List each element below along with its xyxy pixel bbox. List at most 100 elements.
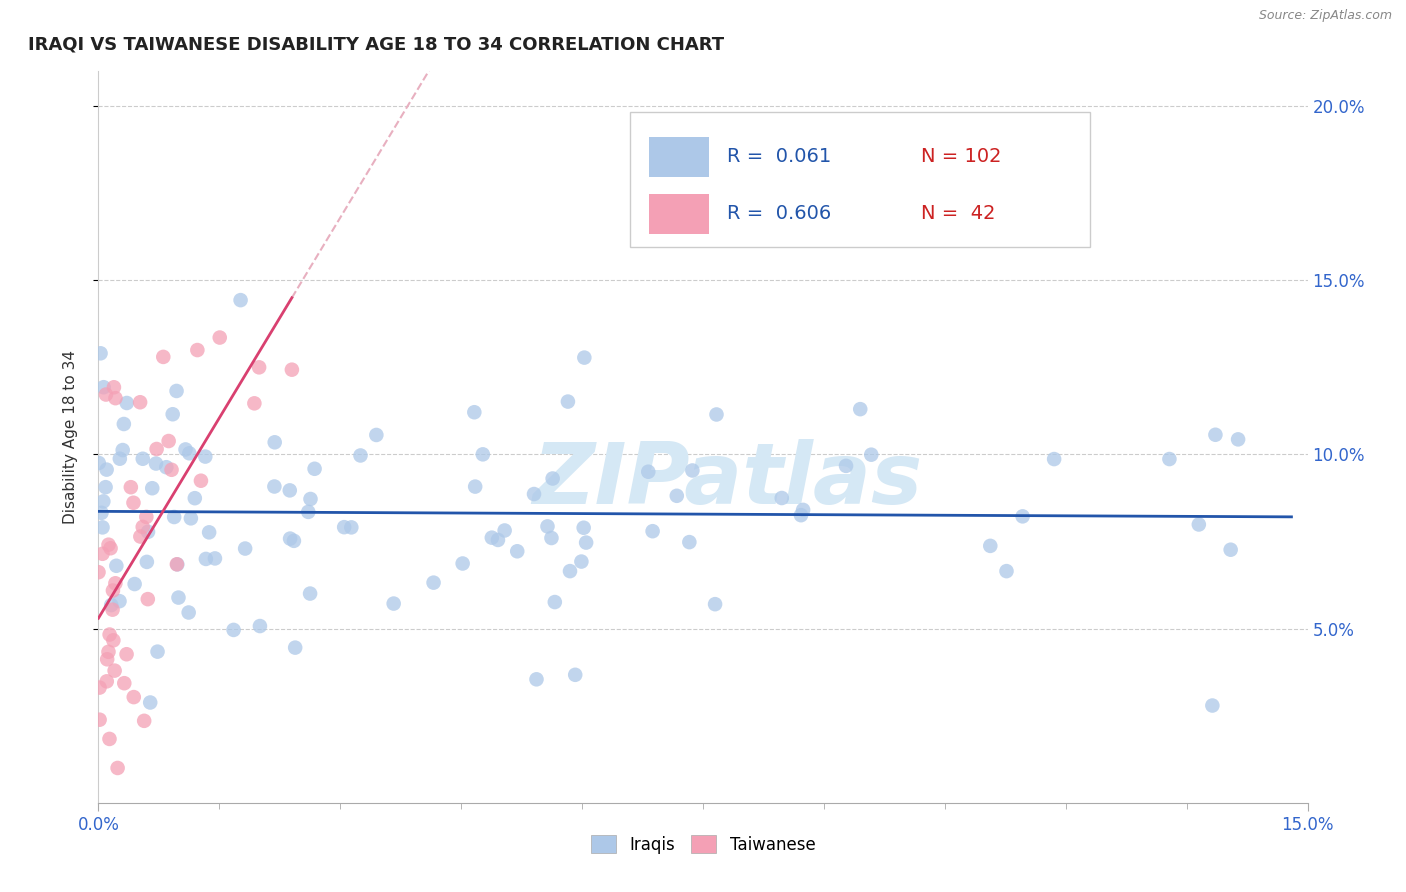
Point	[574, 351, 596, 365]
Point	[575, 535, 598, 549]
Point	[124, 577, 146, 591]
Point	[284, 640, 307, 655]
Point	[103, 380, 125, 394]
Point	[190, 474, 212, 488]
Point	[422, 575, 444, 590]
Point	[247, 360, 270, 375]
Legend: Iraqis, Taiwanese: Iraqis, Taiwanese	[583, 829, 823, 860]
Point	[229, 293, 252, 307]
Point	[129, 529, 152, 543]
Point	[141, 481, 163, 495]
Point	[160, 463, 183, 477]
Point	[665, 489, 688, 503]
Point	[1201, 698, 1223, 713]
Point	[222, 623, 245, 637]
Point	[135, 509, 157, 524]
Point	[297, 505, 319, 519]
Point	[637, 465, 659, 479]
Point	[103, 633, 125, 648]
Point	[135, 555, 157, 569]
Text: IRAQI VS TAIWANESE DISABILITY AGE 18 TO 34 CORRELATION CHART: IRAQI VS TAIWANESE DISABILITY AGE 18 TO …	[28, 36, 724, 54]
Point	[174, 442, 197, 457]
Y-axis label: Disability Age 18 to 34: Disability Age 18 to 34	[63, 350, 77, 524]
Point	[132, 520, 155, 534]
Point	[1011, 509, 1033, 524]
Point	[97, 538, 120, 552]
Point	[451, 557, 474, 571]
Point	[112, 417, 135, 431]
Point	[792, 503, 814, 517]
Point	[506, 544, 529, 558]
Point	[184, 491, 207, 506]
Point	[155, 460, 177, 475]
Point	[1227, 433, 1250, 447]
Point	[132, 451, 155, 466]
Point	[134, 714, 156, 728]
Point	[89, 713, 111, 727]
Point	[94, 480, 117, 494]
Point	[641, 524, 664, 539]
Point	[152, 350, 174, 364]
Point	[526, 673, 548, 687]
Point	[681, 463, 703, 477]
Point	[204, 551, 226, 566]
Point	[464, 480, 486, 494]
Point	[557, 394, 579, 409]
Point	[208, 330, 231, 344]
Point	[101, 583, 124, 598]
Point	[382, 597, 405, 611]
FancyBboxPatch shape	[648, 137, 709, 178]
Point	[541, 471, 564, 485]
Point	[494, 524, 516, 538]
Point	[120, 480, 142, 494]
Point	[299, 491, 322, 506]
Point	[233, 541, 256, 556]
Point	[108, 594, 131, 608]
Point	[136, 524, 159, 539]
Point	[536, 519, 558, 533]
Point	[860, 448, 883, 462]
Point	[96, 462, 118, 476]
Point	[87, 565, 110, 579]
Point	[122, 690, 145, 704]
Point	[304, 462, 326, 476]
Point	[100, 541, 122, 556]
Point	[91, 520, 114, 534]
Point	[94, 387, 117, 401]
Point	[1159, 452, 1181, 467]
Text: Source: ZipAtlas.com: Source: ZipAtlas.com	[1258, 9, 1392, 22]
Point	[1219, 542, 1241, 557]
Point	[1204, 427, 1226, 442]
Point	[146, 645, 169, 659]
Point	[136, 592, 159, 607]
Point	[249, 619, 271, 633]
Point	[678, 535, 700, 549]
Point	[544, 595, 567, 609]
Point	[89, 681, 111, 695]
Point	[564, 668, 586, 682]
Point	[263, 479, 285, 493]
Point	[1188, 517, 1211, 532]
Point	[122, 496, 145, 510]
Point	[572, 521, 595, 535]
Point	[98, 731, 121, 746]
Point	[979, 539, 1001, 553]
Point	[194, 450, 217, 464]
Point	[107, 761, 129, 775]
Point	[104, 576, 127, 591]
Point	[90, 506, 112, 520]
Point	[790, 508, 813, 523]
Point	[770, 491, 793, 505]
Point	[162, 407, 184, 421]
Point	[243, 396, 266, 410]
Point	[166, 558, 188, 572]
Point	[283, 533, 305, 548]
Point	[87, 456, 110, 470]
Point	[111, 443, 134, 458]
Point	[278, 532, 301, 546]
Point	[704, 597, 727, 611]
Point	[481, 531, 503, 545]
Point	[108, 451, 131, 466]
Point	[97, 645, 120, 659]
Point	[167, 591, 190, 605]
